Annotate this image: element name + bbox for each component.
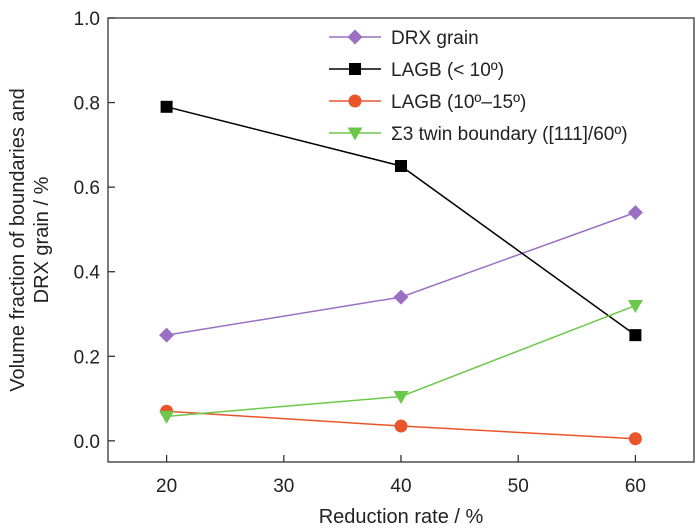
data-point bbox=[160, 100, 173, 113]
legend: DRX grain LAGB (< 10º) LAGB (10º–15º) Σ3 tw… bbox=[329, 28, 628, 145]
y-tick-label: 0.4 bbox=[74, 263, 101, 284]
x-tick-label: 50 bbox=[508, 476, 529, 497]
legend-marker bbox=[349, 63, 361, 75]
legend-entry-3: Σ3 twin boundary ([111]/60º) bbox=[329, 124, 628, 145]
data-point bbox=[393, 289, 409, 305]
legend-label: LAGB (< 10º) bbox=[391, 60, 504, 81]
data-point bbox=[159, 327, 175, 343]
x-tick-label: 20 bbox=[156, 476, 177, 497]
legend-label: DRX grain bbox=[391, 28, 479, 49]
legend-marker bbox=[347, 29, 363, 45]
legend-label: Σ3 twin boundary ([111]/60º) bbox=[391, 124, 628, 145]
x-tick-label: 60 bbox=[625, 476, 646, 497]
x-axis-title: Reduction rate / % bbox=[319, 506, 484, 528]
series-line bbox=[166, 211, 636, 336]
legend-entry-1: LAGB (< 10º) bbox=[329, 60, 504, 81]
legend-marker bbox=[348, 94, 362, 108]
y-tick-label: 0.2 bbox=[74, 347, 100, 368]
data-point bbox=[627, 205, 643, 221]
data-point bbox=[628, 432, 642, 446]
y-tick-label: 1.0 bbox=[74, 9, 100, 30]
data-point bbox=[627, 300, 643, 314]
legend-entry-2: LAGB (10º–15º) bbox=[329, 92, 526, 113]
tick-labels: 20 30 40 50 60 0.0 0.2 0.4 0.6 0.8 1.0 bbox=[74, 9, 646, 497]
legend-entry-0: DRX grain bbox=[329, 28, 479, 49]
series-1 bbox=[160, 100, 642, 342]
x-tick-label: 30 bbox=[273, 476, 294, 497]
y-axis-title-line-2: DRX grain / % bbox=[31, 176, 53, 303]
data-point bbox=[393, 390, 409, 404]
x-tick-label: 40 bbox=[390, 476, 411, 497]
legend-marker bbox=[347, 127, 363, 141]
data-point bbox=[395, 160, 407, 172]
legend-label: LAGB (10º–15º) bbox=[391, 92, 526, 113]
y-axis-title-group: Volume fraction of boundaries and DRX gr… bbox=[7, 88, 53, 392]
series-layer bbox=[159, 100, 643, 446]
data-point bbox=[394, 419, 408, 433]
y-tick-label: 0.0 bbox=[74, 432, 100, 453]
series-3 bbox=[159, 300, 643, 424]
y-axis-title-line-1: Volume fraction of boundaries and bbox=[7, 88, 29, 392]
data-point bbox=[629, 329, 642, 342]
data-point bbox=[159, 410, 175, 424]
axis-ticks bbox=[108, 17, 637, 462]
y-tick-label: 0.8 bbox=[74, 94, 100, 115]
series-0 bbox=[159, 205, 643, 343]
y-tick-label: 0.6 bbox=[74, 178, 100, 199]
